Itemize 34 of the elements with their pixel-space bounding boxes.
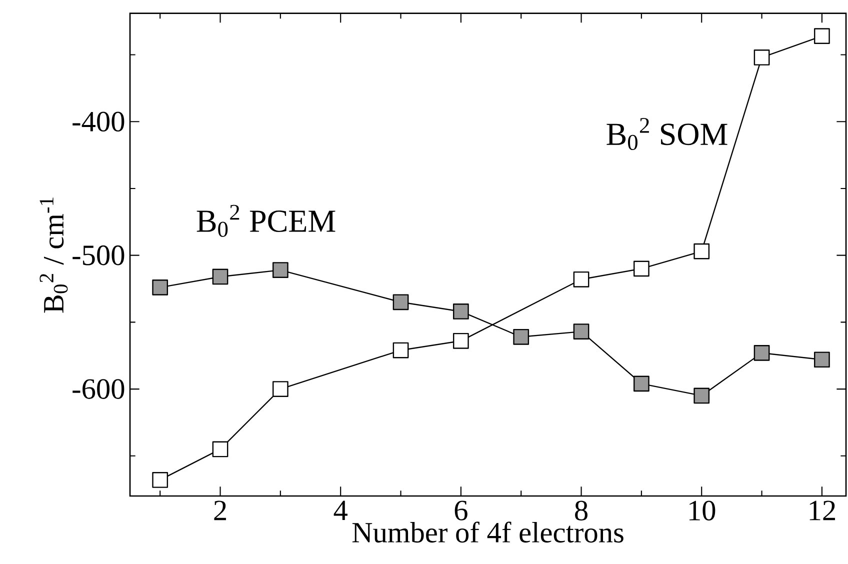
x-tick-label: 8 [575, 500, 588, 521]
point [152, 472, 168, 488]
point [212, 441, 228, 458]
x-tick-label: 6 [454, 500, 468, 520]
point [573, 324, 590, 340]
point [152, 279, 168, 296]
series-label: B$_{0}$$^{2}$ PCEM [196, 204, 336, 237]
x-axis-title: Number of 4f electrons [352, 522, 624, 543]
y-tick-label: -600 [72, 379, 124, 399]
y-axis-title: B$_{0}$$^{2}$ / cm$^{-1}$ [40, 198, 68, 313]
point [272, 262, 288, 278]
point [392, 342, 409, 358]
x-tick-label: 10 [690, 500, 716, 521]
point [814, 28, 830, 44]
y-tick-label: -400 [72, 112, 124, 132]
series-label: B$_{0}$$^{2}$ SOM [606, 118, 728, 150]
y-tick-label: -500 [72, 245, 124, 266]
point [694, 243, 710, 260]
point [814, 352, 830, 368]
point [453, 332, 469, 349]
point [634, 376, 650, 392]
point [392, 294, 409, 310]
point [453, 304, 469, 320]
point [573, 271, 590, 288]
point [634, 260, 650, 277]
point [694, 388, 710, 404]
x-tick-label: 2 [214, 500, 226, 520]
point [513, 328, 530, 345]
point [754, 50, 770, 66]
point [212, 268, 228, 285]
x-tick-label: 12 [810, 500, 835, 520]
point [272, 381, 288, 397]
point [754, 345, 770, 361]
x-tick-label: 4 [334, 500, 348, 520]
